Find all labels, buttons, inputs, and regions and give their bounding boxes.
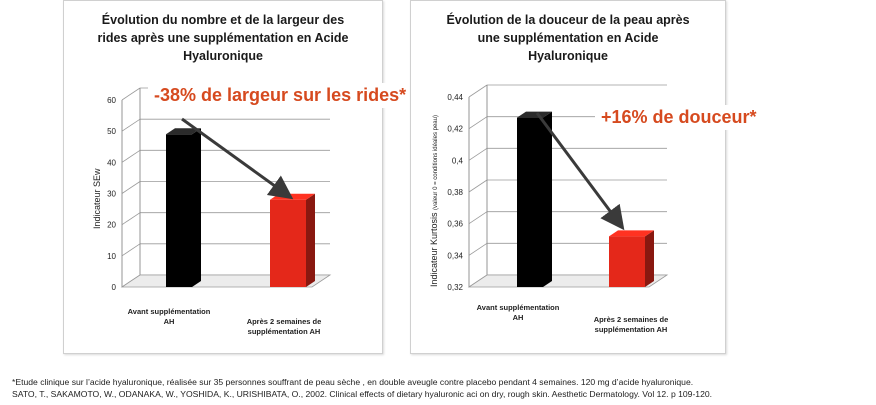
y-tick-label: 0,4 (452, 156, 464, 165)
y-axis-label: Indicateur SEw (92, 168, 102, 229)
y-tick-label: 0,44 (447, 93, 463, 102)
footnote-line-2: SATO, T., SAKAMOTO, W., ODANAKA, W., YOS… (12, 389, 713, 399)
y-tick-label: 0,42 (447, 125, 463, 134)
grid-connector (468, 179, 488, 193)
y-tick-label: 0 (112, 283, 117, 292)
grid-connector (468, 211, 488, 224)
y-tick-label: 0,38 (447, 188, 463, 197)
bar (517, 117, 543, 287)
x-category-label-after: Après 2 semaines de supplémentation AH (593, 315, 669, 334)
grid-connector (121, 150, 141, 163)
grid-connector (468, 243, 488, 256)
footnote-line-1: *Etude clinique sur l’acide hyaluronique… (12, 377, 694, 387)
y-tick-label: 30 (107, 190, 116, 199)
bar-top (517, 111, 552, 118)
grid-connector (121, 118, 141, 132)
y-tick-label: 0,36 (447, 220, 463, 229)
y-axis-label-main: Indicateur Kurtosis (429, 212, 439, 287)
trend-arrow (181, 117, 294, 200)
grid-connector (468, 116, 488, 129)
y-tick-label: 0,32 (447, 283, 463, 292)
chart-annotation: +16% de douceur* (595, 105, 763, 130)
bar-side (543, 111, 552, 287)
chart-annotation: -38% de largeur sur les rides* (148, 83, 413, 108)
bar (609, 236, 645, 287)
chart-title: Évolution de la douceur de la peau après… (446, 13, 690, 63)
x-category-label-after: Après 2 semaines de supplémentation AH (246, 317, 322, 336)
bar-top (609, 230, 654, 237)
chart-title: Évolution du nombre et de la largeur des… (97, 13, 349, 63)
grid-connector (121, 212, 141, 225)
softness-chart: 0,32 0,34 0,36 0,38 0,4 0,42 0,44 (447, 84, 669, 292)
y-tick-label: 50 (107, 127, 116, 136)
grid-connector (468, 148, 488, 161)
bar-side (192, 128, 201, 287)
grid-connector (468, 84, 488, 98)
y-tick-label: 0,34 (447, 251, 463, 260)
bar (270, 199, 306, 287)
y-tick-label: 20 (107, 221, 116, 230)
grid-connector (121, 243, 141, 257)
y-tick-label: 10 (107, 252, 116, 261)
chart-panel-wrinkles: 0 10 20 30 40 50 60 Évolution du nombre et de … (63, 0, 413, 354)
grid-connector (121, 181, 141, 194)
bar-top (166, 128, 201, 135)
y-axis-label: Indicateur Kurtosis (valeur 0 = conditio… (429, 115, 439, 287)
bar (166, 134, 192, 287)
y-axis-label-note: (valeur 0 = conditions idéales peau) (433, 115, 439, 210)
chart-panel-softness: 0,32 0,34 0,36 0,38 0,4 0,42 0,44 Évolution de… (410, 0, 763, 354)
x-category-label-before: Avant supplémentation AH (476, 303, 560, 322)
bar-side (306, 193, 315, 287)
footnote: *Etude clinique sur l’acide hyaluronique… (12, 376, 712, 400)
trend-arrow (535, 112, 625, 231)
grid-connector (121, 87, 141, 101)
bar-side (645, 230, 654, 287)
wrinkles-chart: 0 10 20 30 40 50 60 (107, 87, 332, 292)
y-tick-label: 40 (107, 158, 116, 167)
x-category-label-before: Avant supplémentation AH (127, 307, 211, 326)
y-tick-label: 60 (107, 96, 116, 105)
